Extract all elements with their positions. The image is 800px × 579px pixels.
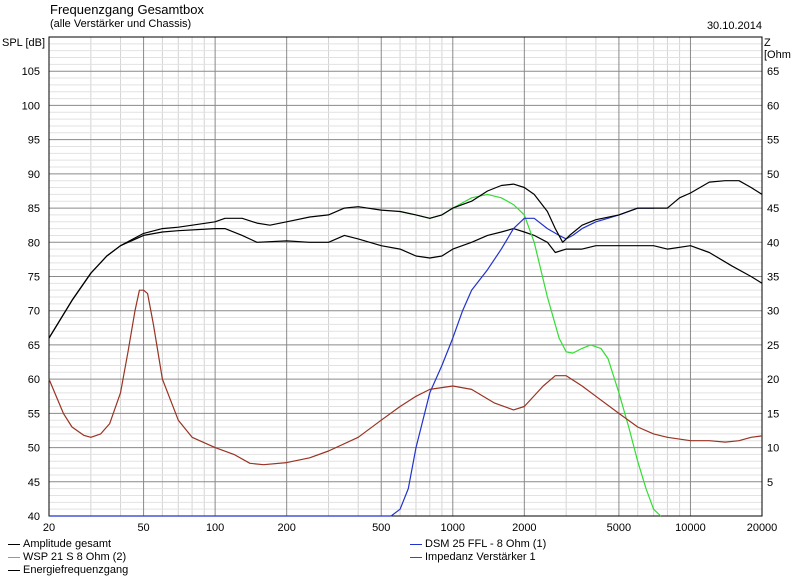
series-line: [49, 207, 654, 517]
legend-swatch: [410, 543, 422, 545]
series-line: [48, 289, 763, 466]
legend-swatch: [8, 543, 20, 545]
y-tick-label: 70: [28, 306, 40, 318]
x-tick-label: 2000: [512, 522, 536, 534]
x-tick-label: 20000: [747, 522, 778, 534]
y-tick-label: 85: [28, 203, 40, 215]
legend-swatch: [8, 569, 20, 571]
series-line: [48, 228, 763, 339]
y-tick-label: 50: [28, 443, 40, 455]
y2-tick-label: 40: [767, 237, 779, 249]
y2-tick-label: 35: [767, 272, 779, 284]
y-tick-label: 95: [28, 135, 40, 147]
legend-item-amplitude: Amplitude gesamt: [8, 538, 111, 550]
right-axis-label: Z [Ohm: [764, 37, 791, 61]
legend-label: Energiefrequenzgang: [23, 564, 129, 576]
y-tick-label: 40: [28, 511, 40, 523]
y-tick-label: 55: [28, 408, 40, 420]
y-tick-label: 105: [22, 66, 40, 78]
y-tick-label: 45: [28, 477, 40, 489]
y2-tick-label: 20: [767, 374, 779, 386]
x-tick-label: 50: [137, 522, 149, 534]
legend-label: DSM 25 FFL - 8 Ohm (1): [425, 538, 547, 550]
y2-tick-label: 65: [767, 66, 779, 78]
plot-frame: [48, 36, 763, 517]
legend-item-dsm25: DSM 25 FFL - 8 Ohm (1): [410, 538, 546, 550]
x-tick-label: 500: [372, 522, 390, 534]
y2-tick-label: 45: [767, 203, 779, 215]
y2-tick-label: 5: [767, 477, 773, 489]
x-tick-label: 20: [43, 522, 55, 534]
x-tick-label: 200: [277, 522, 295, 534]
left-axis-label: SPL [dB]: [2, 37, 46, 49]
legend-label: Amplitude gesamt: [23, 538, 112, 550]
y-tick-label: 65: [28, 340, 40, 352]
y-tick-label: 90: [28, 169, 40, 181]
y-tick-label: 80: [28, 237, 40, 249]
x-tick-label: 100: [206, 522, 224, 534]
legend-item-wsp21: WSP 21 S 8 Ohm (2): [8, 551, 126, 563]
y-tick-label: 100: [22, 100, 40, 112]
legend-label: WSP 21 S 8 Ohm (2): [23, 551, 127, 563]
y2-tick-label: 25: [767, 340, 779, 352]
x-tick-label: 1000: [441, 522, 465, 534]
y2-tick-label: 60: [767, 100, 779, 112]
y2-tick-label: 55: [767, 135, 779, 147]
y-tick-label: 60: [28, 374, 40, 386]
chart-subtitle: (alle Verstärker und Chassis): [50, 18, 192, 30]
legend-swatch: [8, 556, 20, 558]
series-line: [48, 180, 763, 339]
legend-item-impedance: Impedanz Verstärker 1: [410, 551, 536, 563]
x-tick-label: 10000: [675, 522, 706, 534]
y-tick-label: 75: [28, 272, 40, 284]
y2-tick-label: 15: [767, 408, 779, 420]
y2-tick-label: 30: [767, 306, 779, 318]
legend-label: Impedanz Verstärker 1: [425, 551, 536, 563]
chart-title: Frequenzgang Gesamtbox: [50, 2, 204, 17]
chart-date: 30.10.2014: [706, 20, 762, 32]
y2-tick-label: 10: [767, 443, 779, 455]
x-tick-label: 5000: [607, 522, 631, 534]
legend-swatch: [410, 556, 422, 558]
y2-tick-label: 50: [767, 169, 779, 181]
legend-item-energy: Energiefrequenzgang: [8, 564, 128, 576]
